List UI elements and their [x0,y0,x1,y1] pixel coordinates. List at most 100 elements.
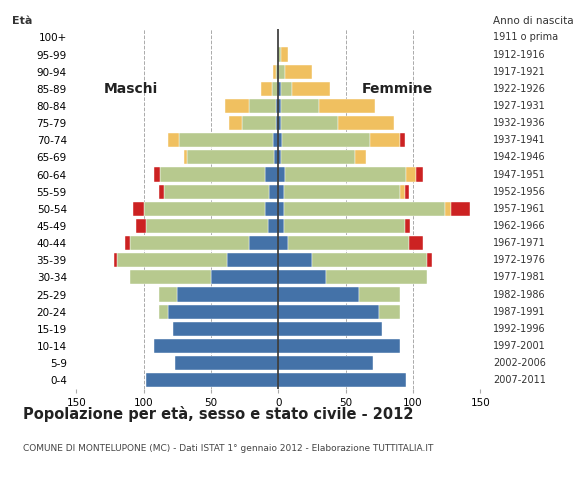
Bar [227,253,278,267]
Bar [273,133,278,147]
Bar [224,99,249,113]
Bar [278,322,382,336]
Text: Maschi: Maschi [103,82,158,96]
Bar [273,65,276,79]
Bar [400,133,405,147]
Bar [168,305,278,319]
Bar [281,116,338,130]
Bar [285,65,312,79]
Text: Anno di nascita: Anno di nascita [493,16,574,26]
Bar [164,185,269,199]
Text: 2007-2011: 2007-2011 [493,375,546,385]
Bar [278,150,281,164]
Bar [278,202,284,216]
Bar [284,185,400,199]
Bar [379,305,400,319]
Bar [175,356,278,370]
Bar [130,236,249,250]
Bar [187,150,274,164]
Bar [278,253,312,267]
Bar [281,150,355,164]
Bar [158,185,164,199]
Text: 1912-1916: 1912-1916 [493,49,546,60]
Text: 1982-1986: 1982-1986 [493,289,546,300]
Bar [416,168,423,181]
Bar [281,82,292,96]
Bar [146,219,267,233]
Bar [405,185,409,199]
Text: 1932-1936: 1932-1936 [493,118,546,128]
Bar [249,99,276,113]
Bar [407,168,416,181]
Bar [355,150,366,164]
Text: 1927-1931: 1927-1931 [493,101,546,111]
Bar [177,288,278,301]
Bar [278,373,407,387]
Bar [154,339,278,353]
Bar [276,99,278,113]
Bar [146,373,278,387]
Bar [265,168,278,181]
Bar [278,168,285,181]
Text: 1957-1961: 1957-1961 [493,204,546,214]
Bar [168,133,179,147]
Bar [405,219,411,233]
Legend: Celibi/Nubili, Coniugati/e, Vedovi/e, Divorziati/e: Celibi/Nubili, Coniugati/e, Vedovi/e, Di… [119,0,438,4]
Bar [130,270,211,284]
Bar [179,133,273,147]
Bar [154,168,160,181]
Bar [451,202,470,216]
Text: 2002-2006: 2002-2006 [493,358,546,368]
Bar [278,339,400,353]
Bar [278,99,281,113]
Bar [281,99,319,113]
Bar [278,185,284,199]
Bar [267,219,278,233]
Bar [136,219,146,233]
Text: 1911 o prima: 1911 o prima [493,32,558,42]
Bar [445,202,451,216]
Bar [370,133,400,147]
Bar [211,270,278,284]
Bar [338,116,394,130]
Bar [285,168,407,181]
Bar [173,322,278,336]
Bar [281,48,288,61]
Bar [278,219,284,233]
Bar [276,116,278,130]
Bar [278,48,281,61]
Bar [125,236,130,250]
Bar [278,288,359,301]
Bar [278,65,285,79]
Text: 1962-1966: 1962-1966 [493,221,546,231]
Bar [133,202,144,216]
Bar [284,219,405,233]
Text: 1987-1991: 1987-1991 [493,307,546,317]
Bar [284,202,445,216]
Bar [282,133,370,147]
Bar [158,288,177,301]
Bar [426,253,432,267]
Text: 1922-1926: 1922-1926 [493,84,546,94]
Text: 1947-1951: 1947-1951 [493,169,546,180]
Bar [144,202,265,216]
Bar [292,82,329,96]
Bar [278,133,282,147]
Bar [278,270,325,284]
Bar [269,185,278,199]
Bar [325,270,426,284]
Bar [242,116,276,130]
Text: 1992-1996: 1992-1996 [493,324,546,334]
Text: 1952-1956: 1952-1956 [493,187,546,197]
Bar [278,356,373,370]
Bar [278,82,281,96]
Bar [184,150,187,164]
Text: 1967-1971: 1967-1971 [493,238,546,248]
Text: 1942-1946: 1942-1946 [493,152,546,162]
Bar [288,236,409,250]
Bar [249,236,278,250]
Bar [409,236,423,250]
Bar [229,116,242,130]
Bar [271,82,278,96]
Bar [319,99,375,113]
